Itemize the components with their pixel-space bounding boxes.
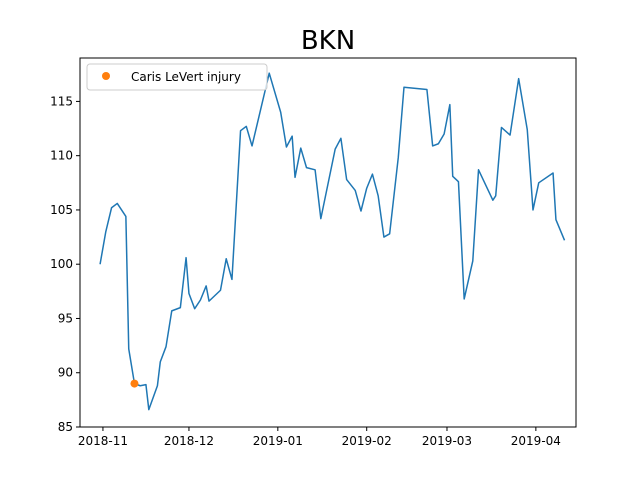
x-tick-label: 2018-11: [78, 434, 128, 448]
y-tick-label: 115: [50, 94, 73, 108]
y-tick-label: 110: [50, 149, 73, 163]
y-tick-label: 95: [58, 311, 73, 325]
y-tick-label: 90: [58, 366, 73, 380]
y-tick-label: 85: [58, 420, 73, 434]
plot-area: [79, 57, 577, 428]
marker-layer: [130, 379, 139, 388]
legend-marker: [102, 72, 110, 80]
x-tick-label: 2019-03: [422, 434, 472, 448]
chart-title: BKN: [301, 26, 355, 56]
injury-marker: [130, 379, 139, 388]
series-line: [99, 72, 566, 411]
line-layer: [99, 72, 566, 411]
y-tick-label: 105: [50, 203, 73, 217]
x-tick-label: 2019-02: [342, 434, 392, 448]
legend: Caris LeVert injury: [86, 63, 268, 91]
legend-label: Caris LeVert injury: [131, 70, 241, 84]
x-tick-label: 2019-01: [253, 434, 303, 448]
y-tick-label: 100: [50, 257, 73, 271]
x-axis: 2018-11 2018-12 2019-01 2019-02 2019-03 2019-…: [78, 427, 561, 448]
x-tick-label: 2019-04: [511, 434, 561, 448]
legend-box: [86, 63, 268, 91]
x-tick-label: 2018-12: [164, 434, 214, 448]
y-axis: 85 90 95 100 105 110 115: [50, 94, 80, 434]
plot-frame: [79, 57, 577, 428]
